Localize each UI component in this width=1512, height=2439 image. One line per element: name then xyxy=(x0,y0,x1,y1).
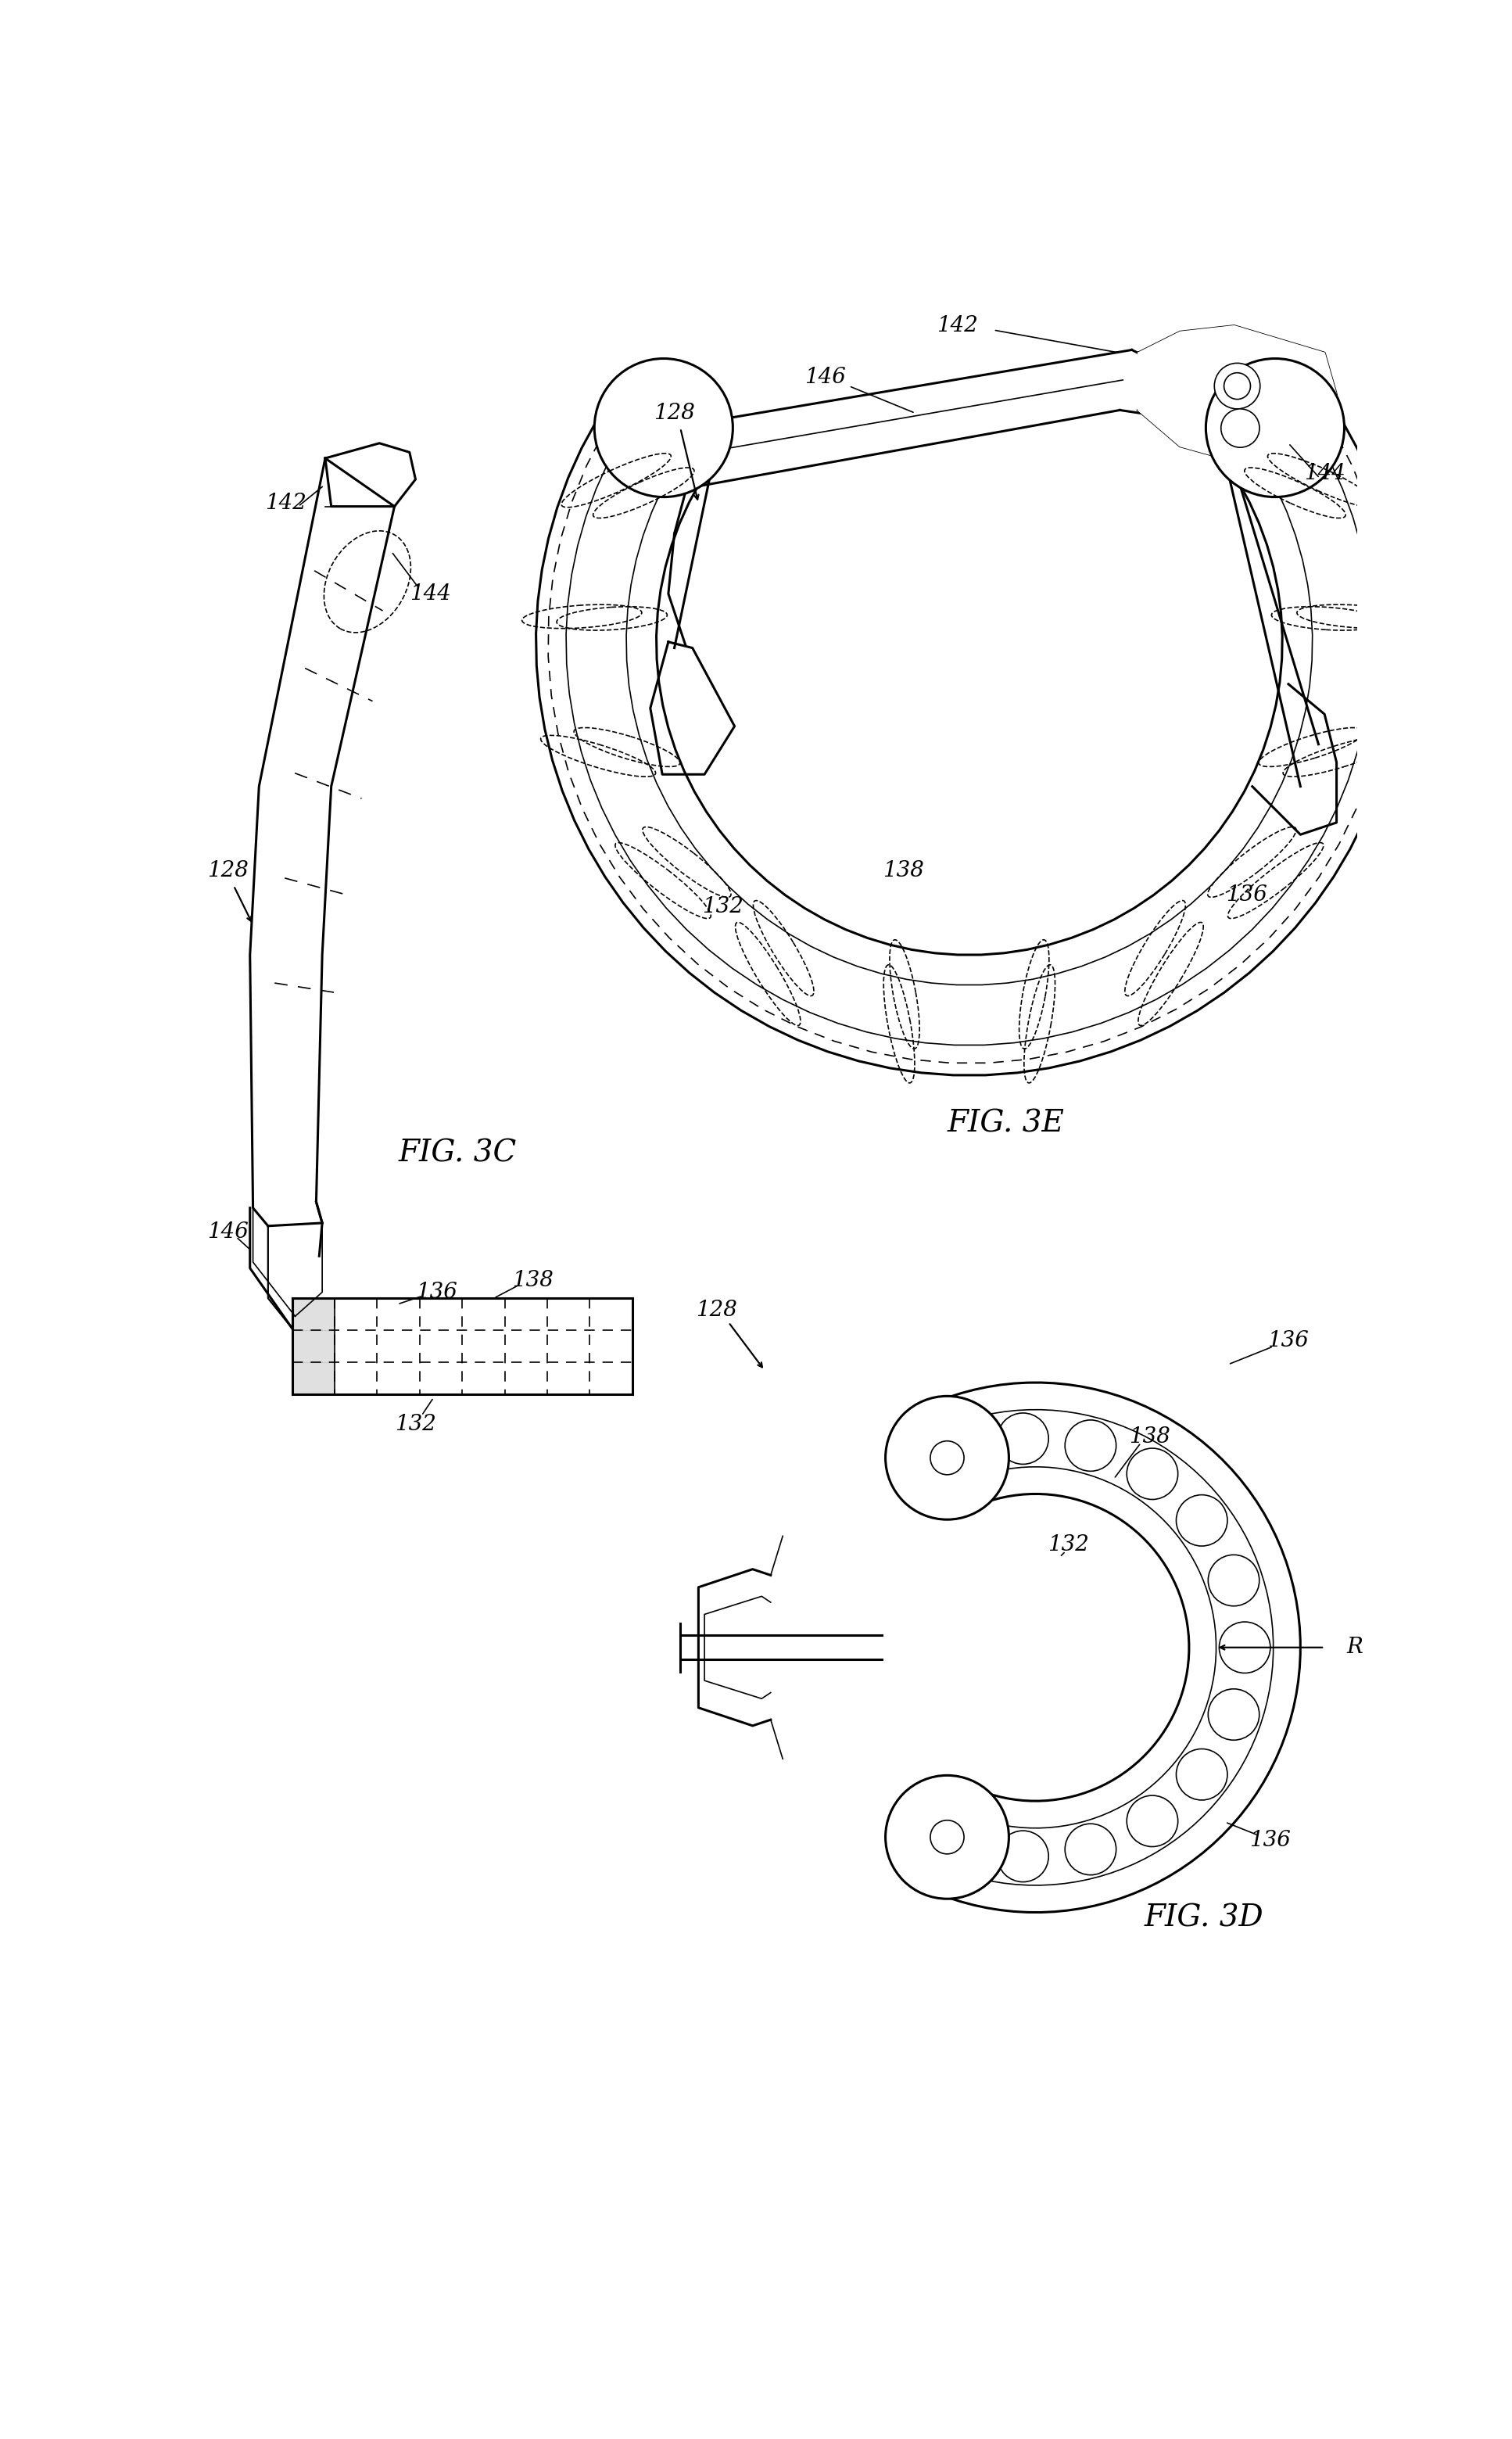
Circle shape xyxy=(1126,1449,1178,1500)
Text: 136: 136 xyxy=(1249,1829,1291,1851)
Circle shape xyxy=(1064,1419,1116,1471)
Text: FIG. 3D: FIG. 3D xyxy=(1145,1905,1264,1932)
Circle shape xyxy=(886,1395,1009,1519)
Text: 138: 138 xyxy=(883,861,924,880)
Circle shape xyxy=(1225,373,1250,400)
Polygon shape xyxy=(1252,683,1337,834)
Text: 138: 138 xyxy=(1129,1427,1170,1446)
Circle shape xyxy=(1222,410,1259,446)
Circle shape xyxy=(1207,359,1344,498)
Text: R: R xyxy=(1347,1637,1362,1659)
Text: 132: 132 xyxy=(395,1415,435,1434)
Text: 136: 136 xyxy=(416,1280,457,1302)
Circle shape xyxy=(1126,1795,1178,1846)
Text: 146: 146 xyxy=(804,366,845,388)
Circle shape xyxy=(1176,1749,1228,1800)
Circle shape xyxy=(1176,1495,1228,1546)
Text: 136: 136 xyxy=(1226,885,1267,905)
Circle shape xyxy=(931,1815,983,1866)
Circle shape xyxy=(594,359,733,498)
Polygon shape xyxy=(1139,327,1337,461)
Circle shape xyxy=(930,1441,965,1476)
Polygon shape xyxy=(292,1298,334,1329)
Text: 132: 132 xyxy=(702,895,744,917)
Circle shape xyxy=(931,1429,983,1478)
Text: 142: 142 xyxy=(266,493,307,515)
Text: 142: 142 xyxy=(936,315,978,337)
Circle shape xyxy=(1208,1688,1259,1739)
Text: FIG. 3C: FIG. 3C xyxy=(399,1139,517,1168)
Circle shape xyxy=(998,1412,1048,1463)
Polygon shape xyxy=(292,1363,334,1395)
Circle shape xyxy=(1219,1622,1270,1673)
Text: FIG. 3E: FIG. 3E xyxy=(947,1110,1064,1139)
Circle shape xyxy=(930,1819,965,1854)
Text: 128: 128 xyxy=(696,1300,738,1322)
Text: 144: 144 xyxy=(1303,463,1346,483)
Text: 132: 132 xyxy=(1048,1534,1089,1556)
Polygon shape xyxy=(292,1329,334,1363)
Text: 128: 128 xyxy=(207,861,248,880)
Polygon shape xyxy=(650,641,735,773)
Circle shape xyxy=(1208,1554,1259,1605)
Circle shape xyxy=(998,1832,1048,1883)
Circle shape xyxy=(1064,1824,1116,1876)
Polygon shape xyxy=(699,1568,771,1727)
Text: 146: 146 xyxy=(207,1222,248,1241)
Text: 144: 144 xyxy=(410,583,451,605)
Text: 136: 136 xyxy=(1267,1329,1309,1351)
Text: 138: 138 xyxy=(513,1271,553,1290)
Text: 128: 128 xyxy=(653,402,696,424)
Circle shape xyxy=(886,1776,1009,1900)
Circle shape xyxy=(1214,363,1259,410)
